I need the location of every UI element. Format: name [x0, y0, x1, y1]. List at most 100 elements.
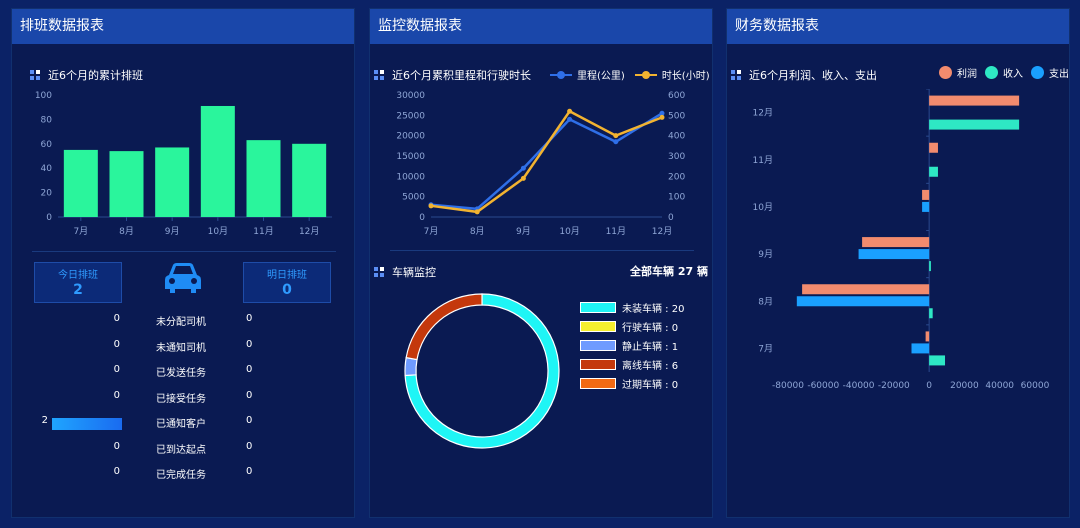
legend-duration[interactable]: 时长(小时)	[634, 67, 710, 82]
finance-bar[interactable]	[922, 201, 930, 212]
series-point[interactable]	[474, 209, 480, 215]
x-tick-label: 11月	[606, 226, 626, 237]
series-point[interactable]	[659, 110, 665, 116]
vehicle-subtitle: 车辆监控	[392, 266, 436, 279]
y-right-tick-label: 100	[668, 193, 685, 203]
finance-bar[interactable]	[929, 166, 938, 177]
y-tick-label: 10月	[753, 202, 773, 213]
x-tick-label: 8月	[470, 226, 485, 237]
series-point[interactable]	[567, 108, 573, 114]
finance-bar[interactable]	[929, 142, 938, 153]
finance-legend-label: 收入	[1003, 69, 1023, 80]
finance-legend-item[interactable]: 收入	[985, 65, 1023, 80]
y-tick-label: 11月	[753, 155, 773, 166]
finance-legend-item[interactable]: 利润	[939, 65, 977, 80]
series-point[interactable]	[613, 133, 619, 139]
vehicle-legend-item[interactable]: 静止车辆 : 1	[580, 336, 720, 355]
tomorrow-schedule-card[interactable]: 明日排班 0	[243, 262, 331, 303]
finance-bar[interactable]	[862, 237, 930, 248]
finance-bar[interactable]	[796, 296, 930, 307]
x-tick-label: 0	[926, 381, 932, 391]
x-tick-label: 12月	[652, 226, 672, 237]
series-point[interactable]	[613, 139, 619, 145]
y-tick-label: 9月	[758, 249, 773, 260]
legend-dot	[985, 66, 998, 79]
vehicle-legend-item[interactable]: 离线车辆 : 6	[580, 355, 720, 374]
series-line[interactable]	[430, 112, 663, 211]
finance-bar[interactable]	[922, 189, 930, 200]
task-row[interactable]: 0 已接受任务 0	[12, 390, 356, 410]
task-name: 已通知客户	[156, 419, 206, 430]
task-left-value: 0	[113, 338, 120, 350]
finance-bar[interactable]	[929, 119, 1020, 130]
finance-bar[interactable]	[925, 331, 930, 342]
series-point[interactable]	[520, 175, 526, 181]
today-schedule-label: 今日排班	[58, 270, 98, 281]
bar[interactable]	[63, 149, 98, 217]
y-tick-label: 7月	[758, 343, 773, 354]
vehicle-legend-item[interactable]: 未装车辆 : 20	[580, 298, 720, 317]
grid-icon	[374, 267, 384, 277]
finance-bar[interactable]	[929, 308, 933, 319]
task-row[interactable]: 2 已通知客户 0	[12, 415, 356, 435]
vehicle-legend-item[interactable]: 行驶车辆 : 0	[580, 317, 720, 336]
legend-dot	[939, 66, 952, 79]
donut-slice[interactable]	[405, 293, 483, 361]
task-row[interactable]: 0 未通知司机 0	[12, 339, 356, 359]
x-tick-label: 20000	[950, 381, 979, 391]
vehicle-total-label: 全部车辆	[630, 265, 674, 278]
series-point[interactable]	[520, 165, 526, 171]
task-row[interactable]: 0 未分配司机 0	[12, 313, 356, 333]
series-point[interactable]	[567, 116, 573, 122]
finance-bar[interactable]	[929, 95, 1020, 106]
tomorrow-schedule-label: 明日排班	[267, 270, 307, 281]
task-row[interactable]: 0 已发送任务 0	[12, 364, 356, 384]
legend-mileage[interactable]: 里程(公里)	[550, 67, 625, 82]
finance-legend-item[interactable]: 支出	[1031, 65, 1069, 80]
finance-bar[interactable]	[929, 261, 931, 272]
task-row[interactable]: 0 已完成任务 0	[12, 466, 356, 486]
grid-icon	[30, 70, 40, 80]
bar[interactable]	[246, 140, 281, 217]
task-name: 已接受任务	[156, 393, 206, 405]
task-bar	[52, 418, 122, 430]
task-row[interactable]: 0 已到达起点 0	[12, 441, 356, 461]
vehicle-total-unit: 辆	[697, 265, 708, 278]
donut-slice[interactable]	[404, 356, 418, 377]
schedule-bar-chart: 0 20 40 60 80 100 7月 8月 9月 10月 11月 12月	[35, 91, 332, 237]
y-left-tick-label: 30000	[396, 91, 425, 101]
finance-bar[interactable]	[802, 284, 930, 295]
y-right-tick-label: 500	[668, 111, 685, 121]
legend-mileage-label: 里程(公里)	[577, 71, 625, 82]
x-tick-label: 40000	[985, 381, 1014, 391]
today-schedule-card[interactable]: 今日排班 2	[34, 262, 122, 303]
task-name: 已发送任务	[156, 368, 206, 379]
bar[interactable]	[200, 105, 235, 217]
finance-bar[interactable]	[911, 343, 930, 354]
bar[interactable]	[155, 147, 190, 217]
x-tick-label: 10月	[559, 226, 579, 237]
bar[interactable]	[292, 143, 327, 217]
vehicle-legend-label: 行驶车辆 : 0	[622, 323, 679, 334]
legend-duration-label: 时长(小时)	[661, 71, 710, 82]
finance-bar[interactable]	[858, 249, 930, 260]
vehicle-legend-label: 未装车辆 : 20	[622, 304, 685, 315]
finance-bar[interactable]	[929, 355, 946, 366]
bar[interactable]	[109, 151, 144, 217]
task-name: 已完成任务	[156, 470, 206, 481]
schedule-chart-heading: 近6个月的累计排班	[30, 67, 143, 83]
divider	[32, 251, 336, 252]
series-point[interactable]	[659, 114, 665, 120]
legend-swatch	[580, 302, 616, 313]
vehicle-legend-item[interactable]: 过期车辆 : 0	[580, 374, 720, 393]
series-point[interactable]	[428, 203, 434, 209]
series-line[interactable]	[430, 109, 663, 214]
task-left-value: 0	[113, 466, 120, 477]
task-right-value: 0	[246, 313, 253, 324]
vehicle-legend-label: 过期车辆 : 0	[622, 380, 679, 391]
y-right-tick-label: 0	[668, 213, 674, 223]
finance-chart-subtitle: 近6个月利润、收入、支出	[749, 69, 877, 82]
y-tick-label: 80	[41, 115, 53, 125]
task-name: 未分配司机	[156, 317, 206, 328]
y-right-tick-label: 400	[668, 132, 685, 142]
